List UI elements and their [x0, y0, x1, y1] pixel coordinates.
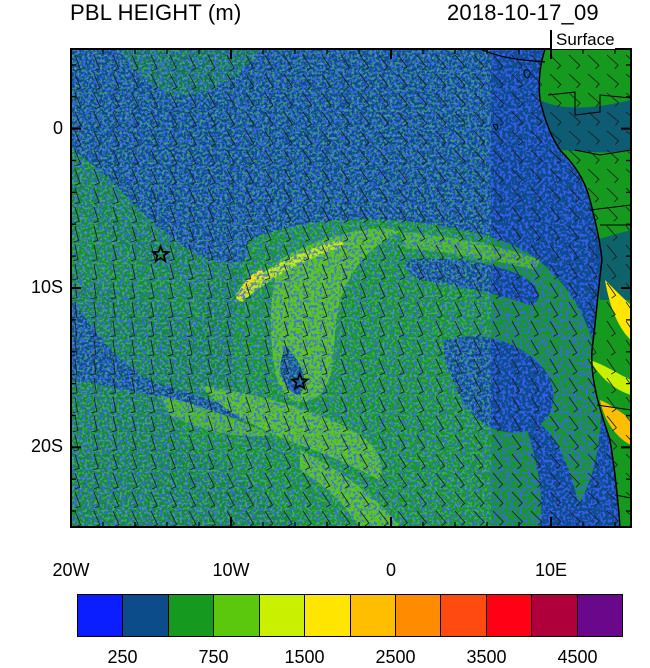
markers: [150, 244, 310, 391]
colorbar-box: [123, 595, 169, 636]
colorbar-box: [395, 595, 442, 636]
colorbar-box: [259, 595, 306, 636]
y-tick-label: 20S: [30, 436, 63, 457]
colorbar-box: [532, 595, 578, 636]
colorbar: [77, 594, 623, 637]
x-tick-label: 0: [385, 560, 397, 580]
colorbar-box: [577, 595, 623, 636]
colorbar-label: 1500: [284, 647, 325, 667]
map-datetime: 2018-10-17_09: [447, 0, 599, 25]
colorbar-box: [214, 595, 260, 636]
colorbar-box: [441, 595, 487, 636]
star-marker: [150, 244, 171, 263]
star-marker: [289, 371, 310, 391]
y-tick-label: 0: [52, 117, 63, 138]
colorbar-label: 250: [107, 647, 138, 667]
colorbar-label: 750: [198, 647, 229, 667]
map-title: PBL HEIGHT (m): [70, 0, 242, 25]
colorbar-box: [168, 595, 215, 636]
axis-ticks: [70, 49, 631, 527]
x-tick-label: 10W: [212, 560, 250, 580]
colorbar-box: [305, 595, 351, 636]
level-label: Surface: [550, 30, 615, 49]
colorbar-label: 4500: [557, 647, 598, 667]
colorbar-label: 3500: [466, 647, 507, 667]
pbl-field: [71, 49, 631, 527]
wind-barbs: [71, 54, 631, 527]
colorbar-label: 2500: [375, 647, 416, 667]
x-tick-label: 20W: [52, 560, 90, 580]
x-tick-label: 10E: [534, 560, 568, 580]
colorbar-box: [78, 595, 124, 636]
y-tick-label: 10S: [30, 277, 63, 297]
colorbar-box: [350, 595, 396, 636]
colorbar-box: [486, 595, 533, 636]
